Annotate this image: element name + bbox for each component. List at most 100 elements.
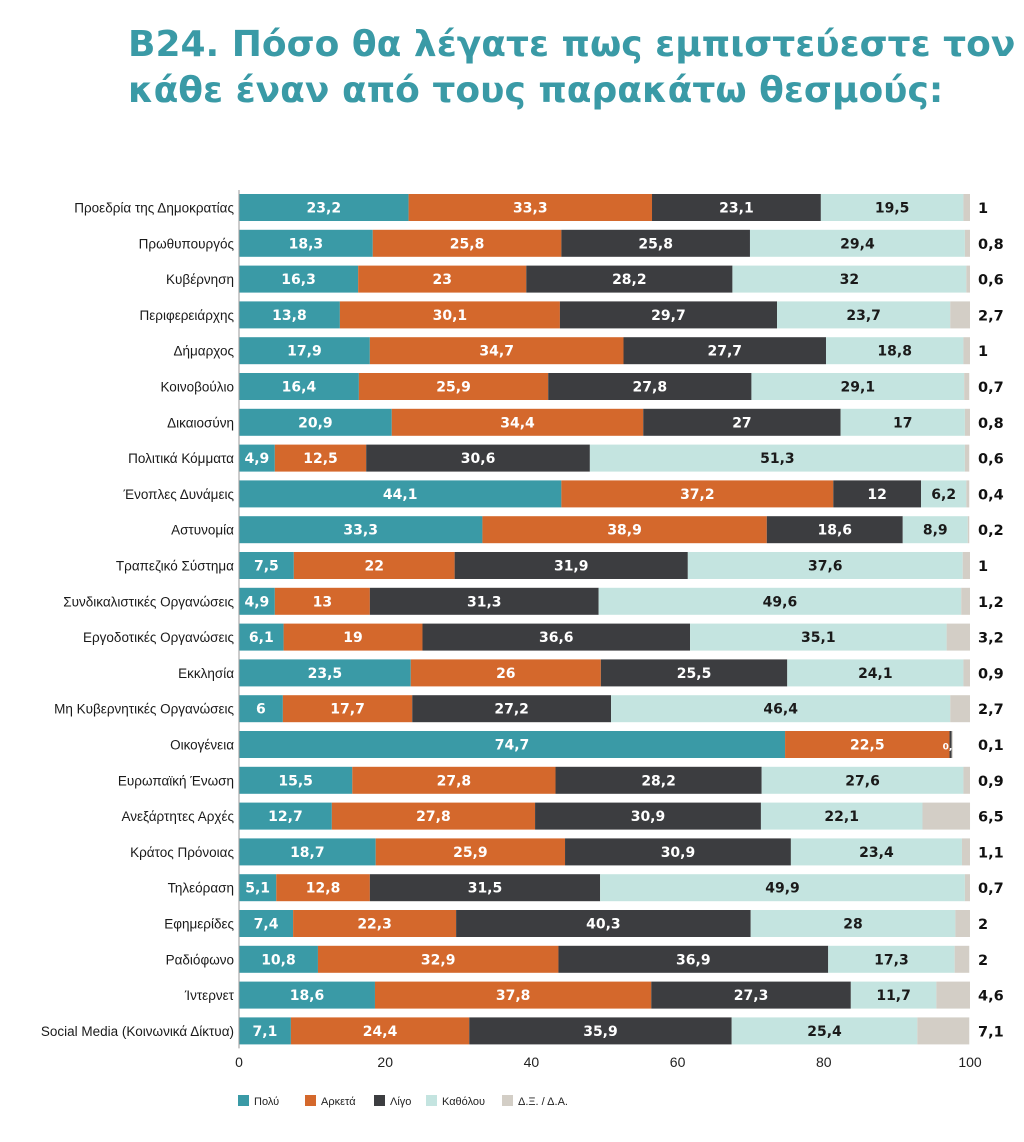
bar-segment [239,194,409,221]
data-label: 25,9 [436,380,471,396]
data-label: 37,6 [808,559,843,575]
bar-row: Οικογένεια 74,7 22,5 0,3 0,1 [170,731,1004,758]
bar-segment [239,695,283,723]
bar-segment [358,265,527,293]
bar-segment [760,802,923,830]
data-label: 74,7 [495,738,530,754]
x-tick-label: 40 [524,1054,540,1070]
bar-segment [766,516,903,544]
bar-segment [828,945,955,973]
bar-row: Πρωθυπουργός 18,3 25,8 25,8 29,4 0,8 [139,229,1004,257]
data-label: 32 [840,272,859,288]
category-label: Εργοδοτικές Οργανώσεις [83,630,235,645]
legend-swatch [426,1095,437,1106]
bar-segment [239,444,275,472]
legend-item: Καθόλου [426,1095,485,1108]
bar-segment [787,659,964,687]
bar-segment [790,838,962,866]
bar-segment [239,623,284,651]
bar-segment [239,731,786,758]
data-label: 0,6 [978,452,1004,468]
bar-segment [825,337,964,365]
bar-segment [558,945,829,973]
data-label: 30,9 [631,809,666,825]
data-label: 40,3 [586,917,621,933]
data-label: 12,5 [303,451,338,467]
bar-segment [964,874,970,902]
data-label: 1 [978,201,988,217]
bar-segment [652,194,821,221]
data-label: 23,5 [308,666,343,682]
bar-segment [239,802,332,830]
bar-segment [374,981,652,1009]
bar-segment [917,1017,970,1045]
data-label: 1,1 [978,845,1004,861]
data-label: 19 [343,630,362,646]
legend: Πολύ Αρκετά Λίγο Καθόλου Δ.Ξ. / Δ.Α. [238,1095,568,1108]
data-label: 0,4 [978,487,1004,503]
data-label: 11,7 [876,988,911,1004]
category-label: Social Media (Κοινωνικά Δίκτυα) [41,1024,234,1039]
data-label: 17,9 [287,344,322,360]
data-label: 33,3 [343,523,378,539]
data-label: 24,1 [858,666,893,682]
data-label: 22 [364,559,383,575]
bar-segment [276,874,370,902]
bar-segment [239,981,375,1009]
data-label: 34,4 [500,415,535,431]
data-label: 10,8 [261,952,296,968]
data-label: 23 [432,272,451,288]
bar-row: Ίντερνετ 18,6 37,8 27,3 11,7 4,6 [184,981,1004,1009]
data-label: 2,7 [978,702,1004,718]
data-label: 16,4 [282,380,317,396]
bar-segment [785,731,950,758]
bar-segment [391,408,644,436]
data-label: 6,2 [931,487,956,503]
bar-row: Δήμαρχος 17,9 34,7 27,7 18,8 1 [173,337,988,365]
data-label: 30,6 [461,451,496,467]
bar-segment [369,587,599,615]
data-label: 17 [893,415,912,431]
category-label: Ίντερνετ [184,988,235,1003]
bar-segment [239,480,562,508]
data-label: 17,7 [330,702,365,718]
data-label: 24,4 [363,1024,398,1040]
bar-segment [239,516,483,544]
data-label: 8,9 [923,523,948,539]
bar-segment [239,659,411,687]
bar-segment [239,265,359,293]
bar-segment [561,480,834,508]
category-label: Κυβέρνηση [166,272,234,287]
category-label: Συνδικαλιστικές Οργανώσεις [63,594,234,609]
bar-segment [239,301,340,329]
data-label: 27,6 [845,773,880,789]
category-label: Δήμαρχος [173,344,234,359]
x-tick-label: 20 [377,1054,393,1070]
legend-swatch [502,1095,513,1106]
bar-segment [950,301,970,329]
data-label: 49,6 [763,594,798,610]
x-tick-label: 100 [958,1054,982,1070]
bar-segment [548,373,752,400]
bar-segment [961,838,970,866]
legend-label: Λίγο [390,1096,411,1108]
x-tick-label: 0 [235,1054,243,1070]
bar-segment [293,910,457,937]
bar-segment [964,444,970,472]
data-label: 27,7 [707,344,742,360]
data-label: 18,8 [877,344,912,360]
data-label: 37,8 [496,988,531,1004]
category-label: Περιφερειάρχης [140,308,235,323]
category-label: Ραδιόφωνο [166,952,234,967]
data-label: 18,3 [289,236,324,252]
category-label: Ανεξάρτητες Αρχές [121,809,234,824]
data-label: 23,1 [719,201,754,217]
bar-segment [950,695,970,723]
legend-swatch [305,1095,316,1106]
bar-segment [962,552,970,579]
bar-segment [946,623,970,651]
data-label: 22,5 [850,738,885,754]
bar-segment [949,731,952,758]
bar-segment [239,1017,291,1045]
data-label: 19,5 [875,201,910,217]
